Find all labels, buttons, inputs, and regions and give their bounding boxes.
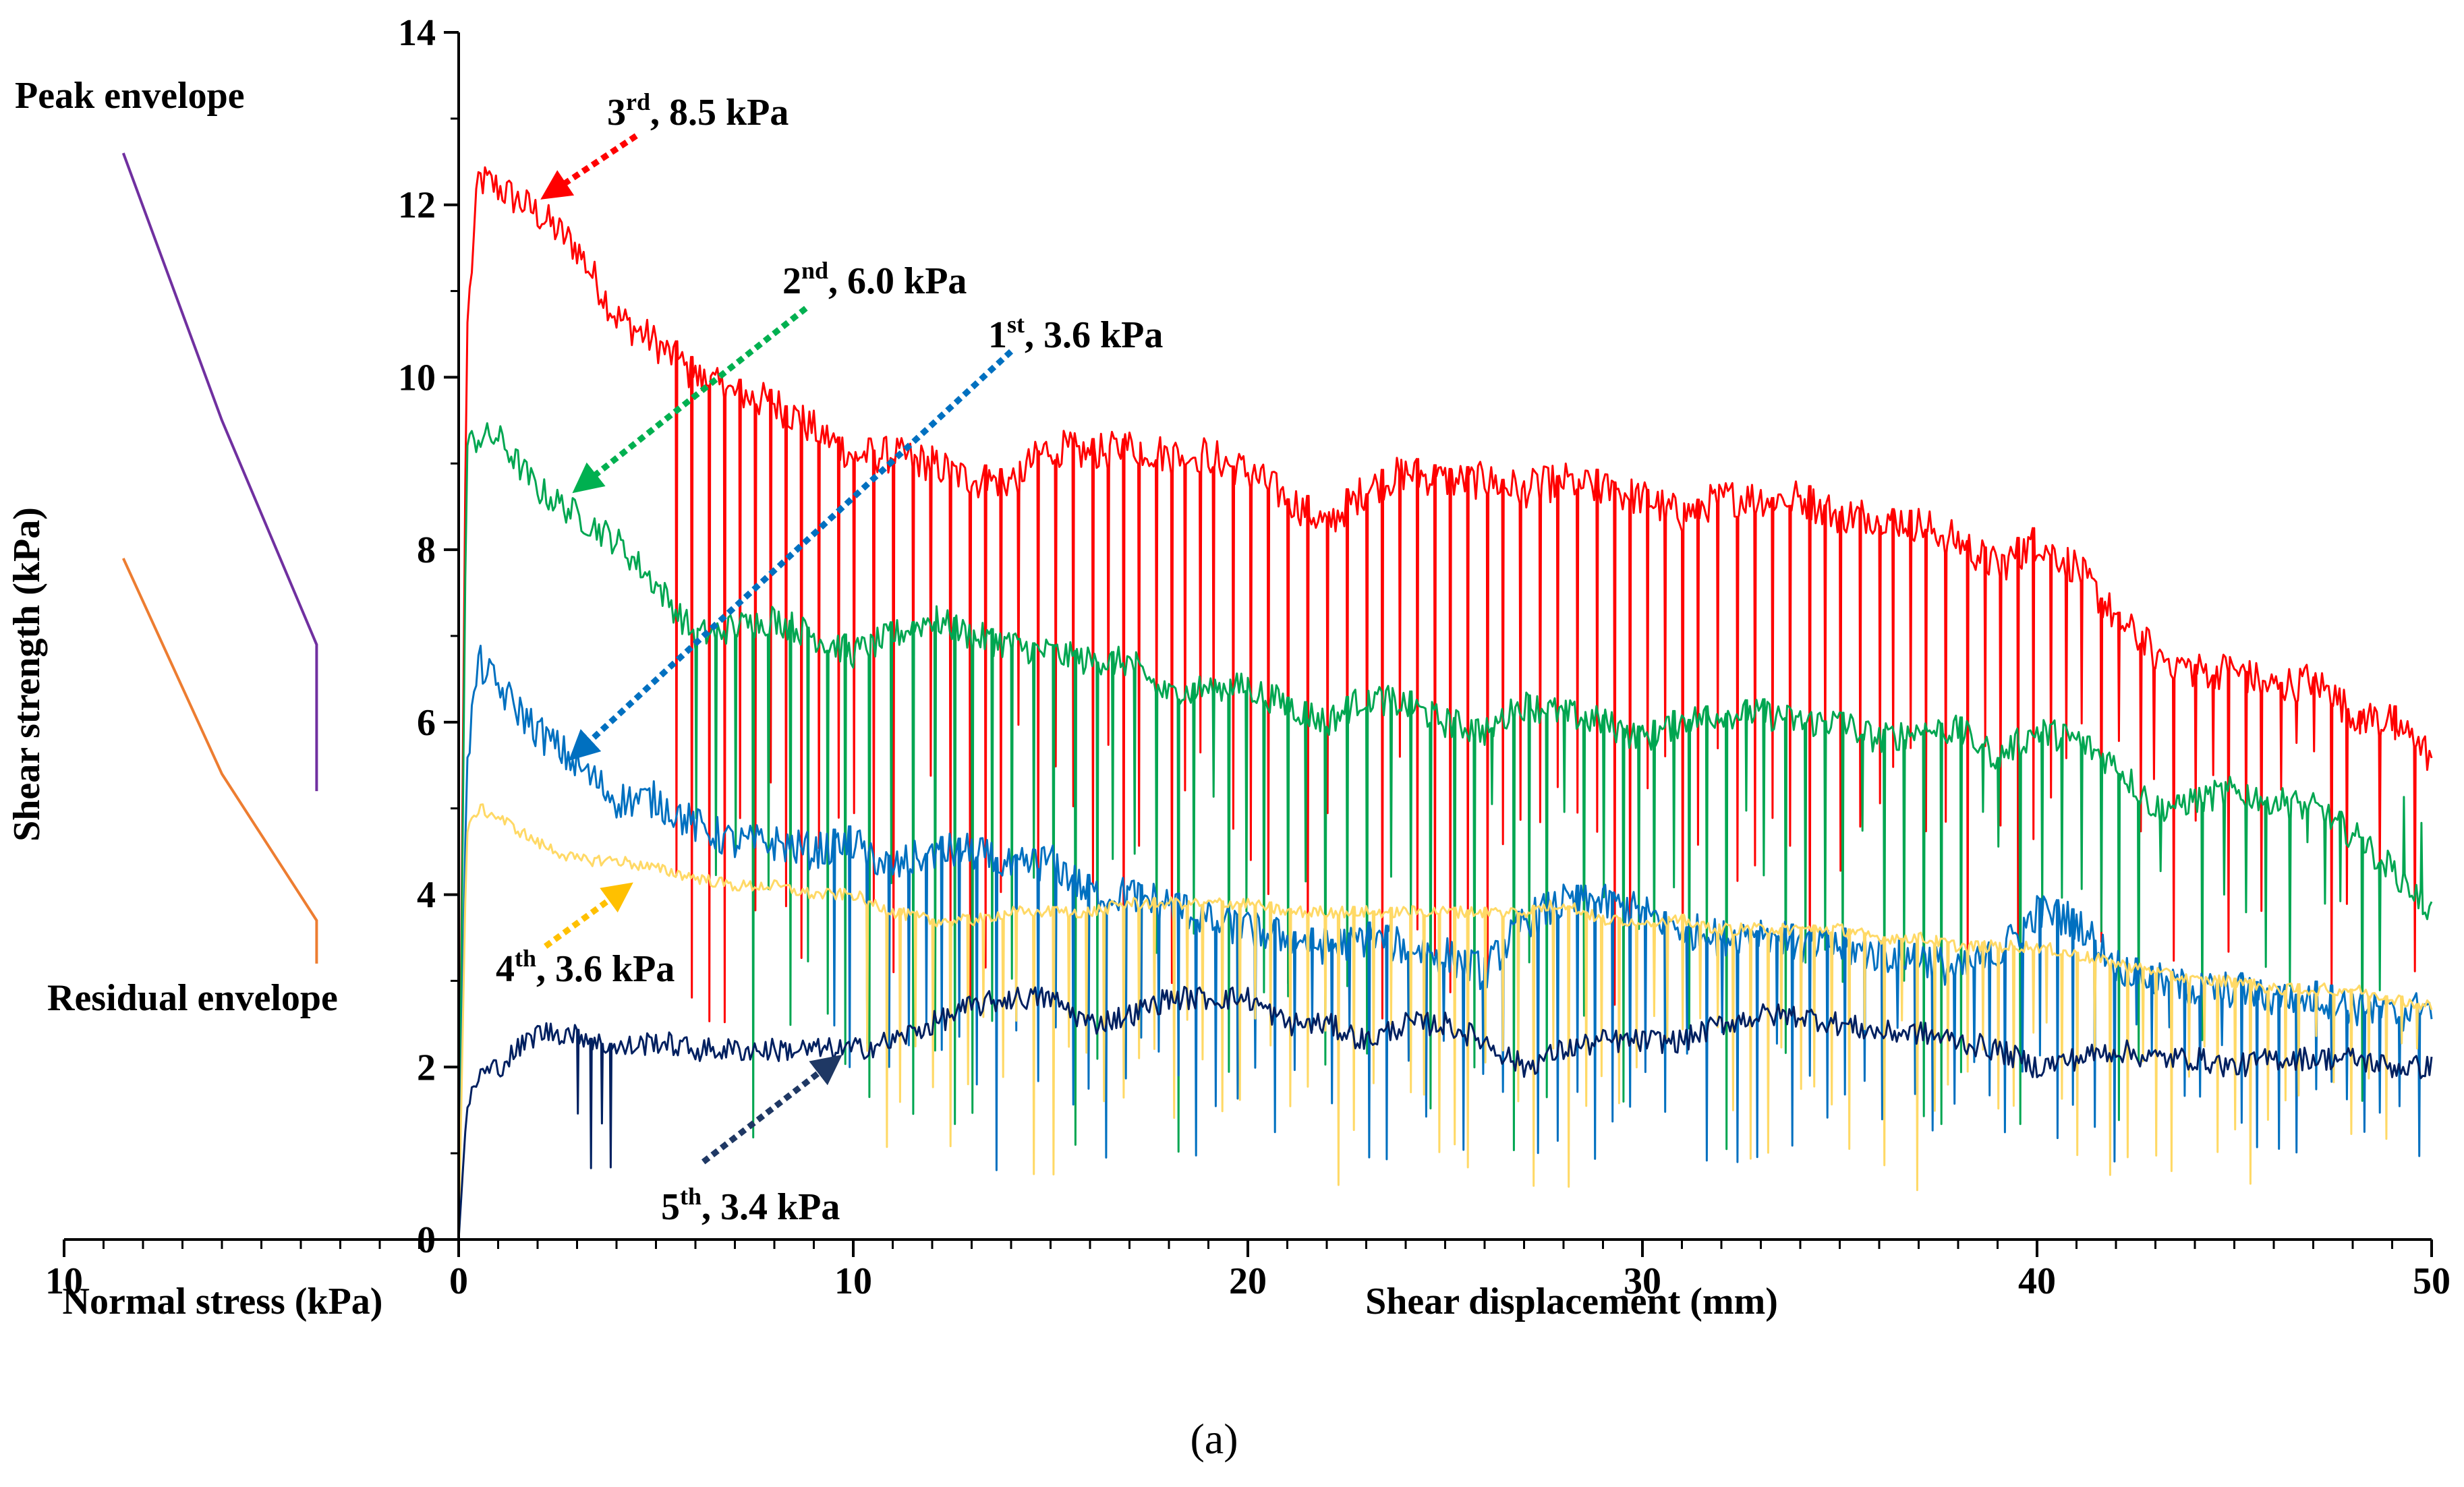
residual-envelope-line (121, 558, 318, 964)
x-axis-title-main: Shear displacement (mm) (1365, 1281, 1778, 1322)
annotation-arrow-2 (572, 305, 808, 494)
series-line-1 (457, 166, 2433, 1240)
annotation-arrow-1 (540, 133, 638, 200)
annotation-label-5: 5th, 3.4 kPa (661, 1183, 840, 1228)
legend-peak-envelope: Peak envelope (15, 75, 245, 117)
annotation-label-4: 4th, 3.6 kPa (496, 945, 675, 990)
x-axis-title-left: Normal stress (kPa) (63, 1281, 383, 1322)
series-line-5 (457, 985, 2433, 1240)
y-tick-label: 10 (398, 357, 436, 399)
series-layer (457, 166, 2433, 1240)
y-tick-label: 2 (417, 1047, 436, 1088)
x-tick-label: 50 (2413, 1260, 2451, 1302)
series-line-2 (457, 422, 2433, 1240)
annotation-label-1: 3rd, 8.5 kPa (607, 88, 789, 134)
annotation-label-3: 1st, 3.6 kPa (988, 311, 1163, 356)
y-tick-label: 6 (417, 702, 436, 744)
series-line-3 (457, 645, 2433, 1240)
x-tick-label: 40 (2018, 1260, 2056, 1302)
y-tick-label: 4 (417, 875, 436, 916)
annotation-label-2: 2nd, 6.0 kPa (782, 257, 967, 302)
y-tick-label: 12 (398, 185, 436, 227)
envelope-panel (121, 152, 318, 964)
left-x-tick-label: 10 (45, 1260, 83, 1302)
y-tick-label: 8 (417, 529, 436, 571)
annotation-layer: 3rd, 8.5 kPa 2nd, 6.0 kPa 1st, 3.6 kPa 4th,… (496, 88, 1163, 1228)
x-tick-label: 30 (1624, 1260, 1661, 1302)
x-tick-label: 0 (449, 1260, 468, 1302)
peak-envelope-line (121, 152, 318, 792)
annotation-arrow-4 (544, 882, 633, 949)
legend-residual-envelope: Residual envelope (47, 977, 338, 1019)
series-line-4 (457, 803, 2433, 1240)
annotation-arrow-3 (569, 349, 1014, 761)
figure-caption: (a) (1190, 1415, 1238, 1463)
y-axis-title: Shear strength (kPa) (6, 507, 48, 842)
annotation-arrow-5 (701, 1055, 842, 1165)
x-tick-label: 10 (834, 1260, 872, 1302)
y-tick-label: 14 (398, 12, 436, 54)
x-tick-label: 20 (1229, 1260, 1267, 1302)
